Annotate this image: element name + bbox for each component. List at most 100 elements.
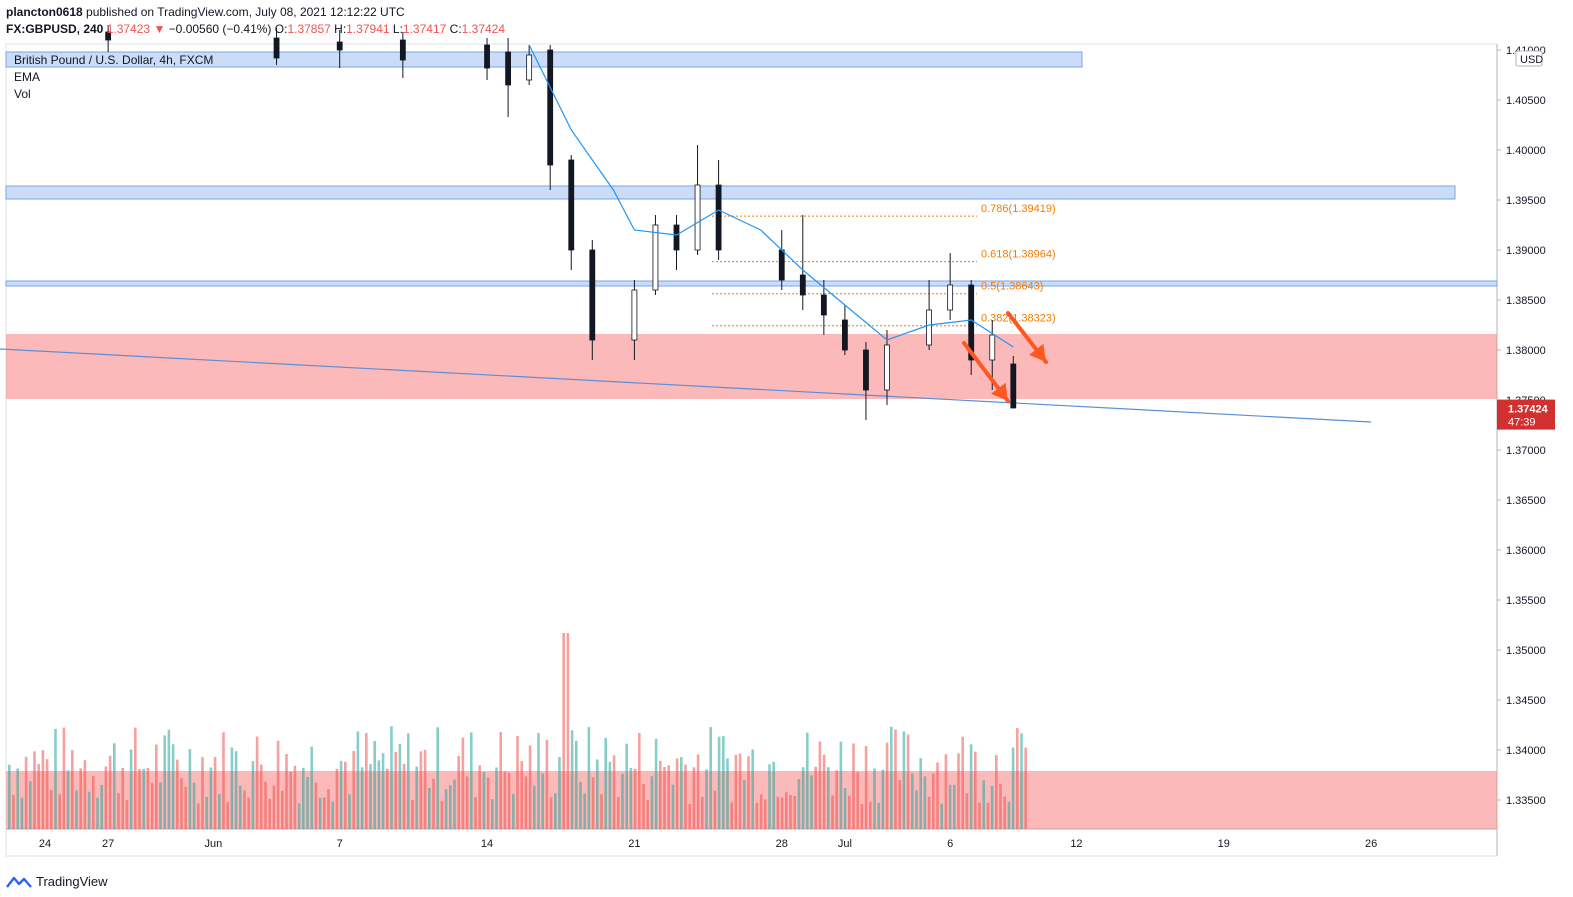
volume-bar <box>810 775 813 829</box>
volume-bar <box>398 743 402 829</box>
volume-bar <box>436 727 439 829</box>
volume-bar <box>386 768 389 829</box>
author-name[interactable]: plancton0618 <box>6 5 83 19</box>
plot-frame <box>5 43 1498 857</box>
volume-bar <box>680 757 683 829</box>
volume-bar <box>1003 796 1006 829</box>
ema-line <box>528 44 1014 348</box>
volume-bar <box>617 797 620 829</box>
volume-bar <box>932 773 935 829</box>
volume-bar <box>276 740 280 829</box>
volume-bar <box>486 777 490 829</box>
volume-bar <box>79 768 82 829</box>
volume-bar <box>570 730 574 829</box>
candle <box>526 54 533 81</box>
x-tick-label: 12 <box>1070 838 1082 850</box>
volume-bar <box>478 765 481 829</box>
volume-bar <box>159 782 162 829</box>
volume-bar <box>856 772 859 829</box>
volume-bar <box>1011 747 1015 829</box>
volume-bar <box>54 728 57 829</box>
volume-bar <box>272 785 276 829</box>
volume-bar <box>524 776 528 829</box>
volume-bar <box>915 790 918 829</box>
candle <box>863 349 869 391</box>
volume-bar <box>806 732 809 829</box>
tradingview-brand[interactable]: TradingView <box>6 874 108 889</box>
volume-bar <box>411 799 414 829</box>
fib-label: 0.618(1.38964) <box>981 249 1056 261</box>
zone-mid-resistance <box>5 280 1498 287</box>
volume-bar <box>1024 747 1027 829</box>
volume-bar <box>365 733 368 829</box>
volume-bar <box>339 760 343 829</box>
volume-bar <box>335 768 339 829</box>
volume-bar <box>184 786 187 829</box>
volume-bar <box>369 764 372 829</box>
series-legend[interactable]: British Pound / U.S. Dollar, 4h, FXCM <box>14 53 214 67</box>
volume-bar <box>953 784 956 829</box>
volume-bar <box>726 758 729 829</box>
volume-bar <box>390 726 393 829</box>
volume-bar <box>852 743 855 829</box>
volume-bar <box>205 796 208 829</box>
volume-bar <box>512 793 515 829</box>
candle <box>652 224 659 291</box>
y-tick-label: 1.39500 <box>1506 195 1546 207</box>
candle <box>484 44 490 69</box>
volume-bar <box>8 764 11 829</box>
volume-bar <box>793 795 796 829</box>
candle <box>336 41 343 51</box>
volume-bar <box>843 787 847 829</box>
volume-bar <box>638 732 641 829</box>
volume-bar <box>499 731 502 829</box>
volume-bar <box>491 799 494 829</box>
volume-bar <box>906 734 910 829</box>
volume-bar <box>16 768 19 829</box>
volume-bar <box>230 747 234 829</box>
volume-bar <box>146 767 150 829</box>
volume-bar <box>869 801 872 829</box>
volume-bar <box>495 767 498 829</box>
candle <box>1010 363 1017 409</box>
volume-bar <box>982 780 985 829</box>
volume-bar <box>549 797 553 829</box>
volume-bar <box>222 732 225 829</box>
volume-legend[interactable]: Vol <box>14 87 31 101</box>
y-tick-label: 1.34500 <box>1506 695 1546 707</box>
y-tick-label: 1.35500 <box>1506 595 1546 607</box>
y-tick-label: 1.40000 <box>1506 145 1546 157</box>
volume-bar <box>104 766 108 829</box>
volume-bar <box>108 755 112 829</box>
last-price-badge <box>1497 399 1555 430</box>
volume-bar <box>898 779 901 829</box>
volume-bar <box>419 751 423 829</box>
candle <box>589 249 596 341</box>
ema-legend[interactable]: EMA <box>14 70 41 84</box>
volume-bar <box>780 797 784 829</box>
volume-bar <box>428 787 431 829</box>
volume-bar <box>621 773 624 829</box>
candle <box>273 37 280 59</box>
change-value: −0.00560 (−0.41%) <box>168 22 272 36</box>
volume-bar <box>100 784 103 829</box>
volume-bar <box>822 754 826 829</box>
volume-bar <box>528 745 532 829</box>
volume-bar <box>360 767 364 829</box>
candle <box>989 334 996 361</box>
volume-bar <box>684 764 687 829</box>
volume-bar <box>226 802 229 829</box>
volume-bar <box>134 727 137 829</box>
volume-bar <box>545 739 549 829</box>
y-tick-label: 1.35000 <box>1506 645 1546 657</box>
volume-bar <box>45 759 49 829</box>
volume-bar <box>936 762 939 829</box>
volume-bar <box>302 767 305 829</box>
volume-bar <box>37 764 40 829</box>
volume-bar <box>688 803 691 829</box>
close-label: C: <box>449 22 462 36</box>
volume-bar <box>167 729 171 829</box>
volume-bar <box>297 803 301 829</box>
volume-bar <box>150 782 154 829</box>
